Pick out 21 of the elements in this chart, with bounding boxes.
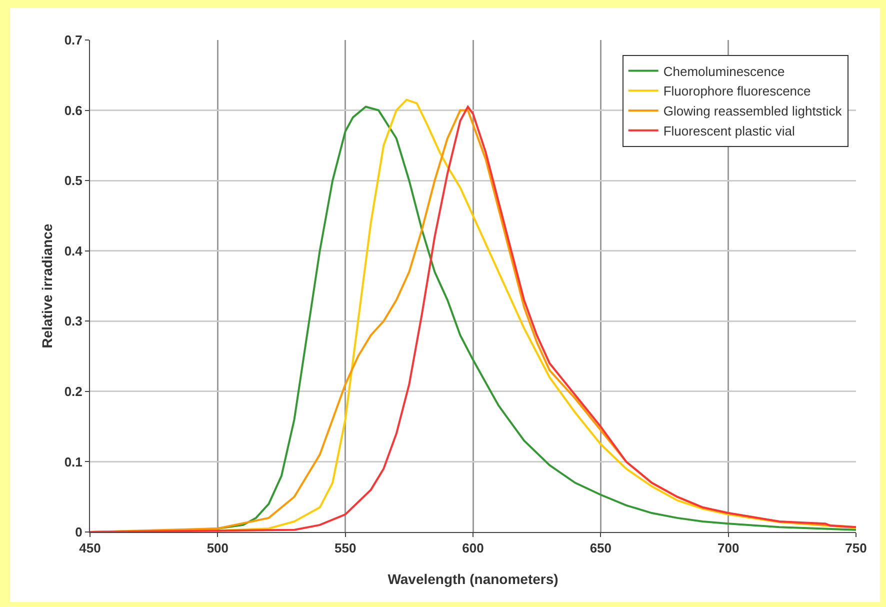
legend-label: Fluorophore fluorescence <box>663 84 811 99</box>
y-tick-label: 0.2 <box>64 384 82 399</box>
y-tick-label: 0.5 <box>64 173 82 188</box>
x-tick-label: 550 <box>334 540 356 556</box>
x-tick-label: 600 <box>462 540 484 556</box>
x-tick-label: 650 <box>590 540 612 556</box>
y-tick-label: 0.7 <box>64 32 82 48</box>
legend-label: Fluorescent plastic vial <box>663 123 795 138</box>
y-tick-label: 0.4 <box>64 243 84 258</box>
y-tick-label: 0 <box>75 524 82 540</box>
y-tick-label: 0.1 <box>64 454 82 470</box>
x-tick-label: 450 <box>79 540 101 556</box>
x-tick-label: 750 <box>845 540 867 556</box>
x-tick-label: 500 <box>206 540 229 556</box>
x-axis-title: Wavelength (nanometers) <box>388 571 558 587</box>
y-axis-title: Relative irradiance <box>39 224 55 348</box>
y-tick-label: 0.3 <box>64 314 82 329</box>
legend-label: Glowing reassembled lightstick <box>663 104 842 119</box>
y-tick-label: 0.6 <box>64 102 82 118</box>
x-tick-label: 700 <box>717 540 740 556</box>
legend-label: Chemoluminescence <box>663 64 785 79</box>
